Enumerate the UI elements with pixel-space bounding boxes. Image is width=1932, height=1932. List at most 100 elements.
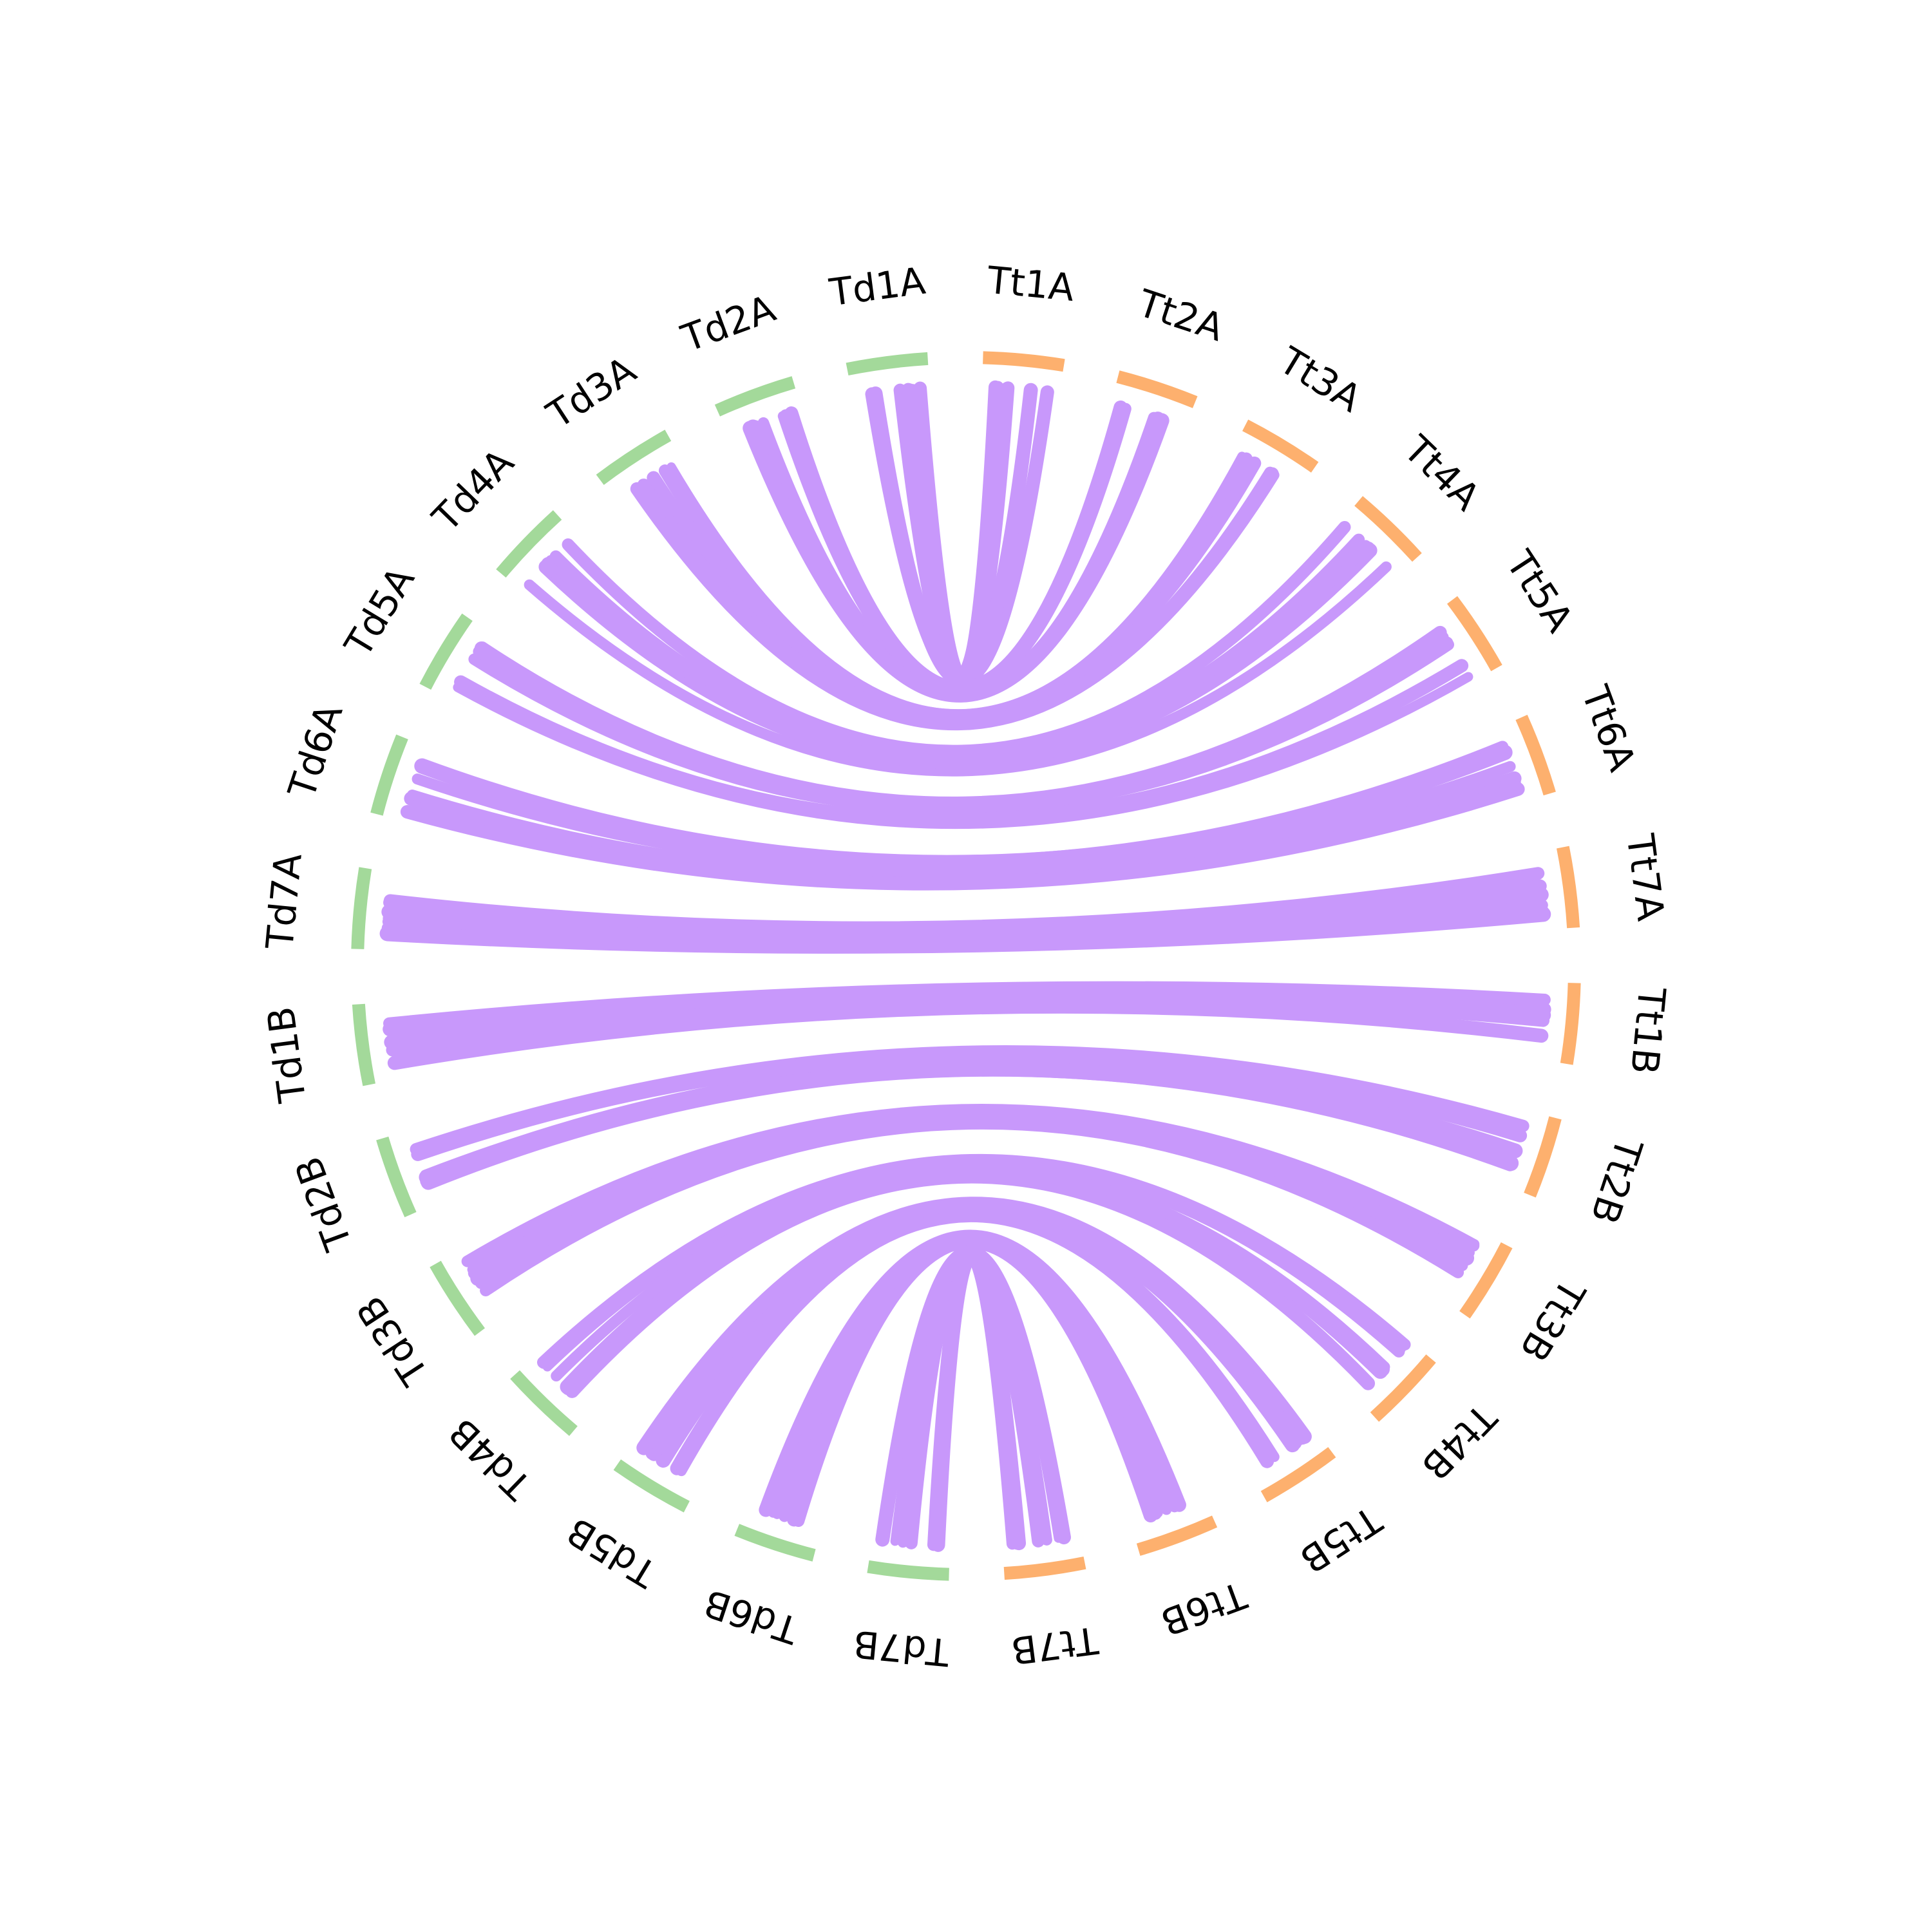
link-Td7B-Tt7B: [875, 1245, 1071, 1552]
link-strand: [907, 383, 1011, 683]
link-strand: [422, 1064, 1516, 1186]
link-strand: [630, 467, 1279, 731]
link-strand: [562, 520, 1351, 757]
link-Td3A-Tt3A: [630, 451, 1280, 731]
link-strand: [411, 1048, 1528, 1161]
segment-Tt6B: [1136, 1515, 1218, 1556]
segment-Tt7A: [1557, 846, 1580, 929]
link-strand: [565, 1170, 1376, 1398]
segment-label-Td6B: Td6B: [699, 1581, 804, 1653]
link-strand: [383, 867, 1545, 934]
segment-Tt3B: [1459, 1242, 1513, 1319]
segment-Td2A: [714, 376, 796, 417]
segment-Td5B: [613, 1459, 690, 1513]
link-strand: [387, 999, 1549, 1070]
segment-Tt5B: [1260, 1446, 1336, 1502]
link-Td4B-Tt4B: [536, 1153, 1411, 1398]
link-strand: [640, 1200, 1303, 1455]
segment-Td7B: [867, 1560, 949, 1581]
segment-label-Td7B: Td7B: [851, 1622, 952, 1674]
segment-label-Tt1B: Tt1B: [1622, 985, 1674, 1076]
link-strand: [379, 906, 1551, 954]
segment-Td4B: [510, 1370, 578, 1436]
link-Td6A-Tt6A: [400, 741, 1525, 891]
segment-label-Td2A: Td2A: [676, 286, 781, 361]
link-Td2A-Tt2A: [743, 400, 1170, 703]
segment-Tt5A: [1446, 596, 1502, 672]
segment-label-Td3B: Td3B: [348, 1289, 437, 1394]
segments-layer: [351, 351, 1581, 1581]
segment-label-Tt3B: Tt3B: [1511, 1271, 1594, 1368]
segment-label-Td4A: Td4A: [424, 440, 522, 540]
link-strand: [536, 1155, 1405, 1368]
segment-label-Tt7B: Tt7B: [1009, 1618, 1101, 1672]
link-Td5B-Tt5B: [636, 1197, 1312, 1477]
link-strand: [743, 413, 1170, 703]
segment-Td1A: [846, 352, 929, 375]
segment-label-Td4B: Td4B: [440, 1410, 540, 1508]
link-strand: [383, 887, 1547, 943]
segment-Td4A: [496, 510, 562, 578]
links-layer: [379, 380, 1551, 1552]
link-Td6B-Tt6B: [759, 1229, 1186, 1527]
link-Td7A-Tt7A: [379, 867, 1551, 954]
segment-Tt1A: [983, 351, 1065, 372]
link-strand: [667, 451, 1247, 719]
link-Td4A-Tt4A: [524, 520, 1392, 777]
segment-Td1B: [352, 1003, 375, 1086]
segment-Td6B: [734, 1524, 816, 1562]
link-Td5A-Tt5A: [453, 625, 1473, 829]
link-strand: [897, 1248, 1052, 1548]
segment-label-Td2B: Td2B: [286, 1151, 361, 1256]
link-Td1A-Tt1A: [865, 380, 1054, 687]
segment-label-Tt4B: Tt4B: [1413, 1395, 1505, 1488]
segment-Tt4B: [1370, 1354, 1436, 1422]
segment-Td7A: [351, 867, 372, 949]
link-strand: [772, 1233, 1172, 1519]
segment-label-Tt3A: Tt3A: [1271, 338, 1369, 421]
segment-Tt1B: [1560, 983, 1581, 1065]
segment-label-Tt6A: Tt6A: [1573, 679, 1644, 777]
segment-label-Td6A: Td6A: [279, 699, 352, 804]
link-strand: [474, 625, 1447, 810]
link-strand: [676, 1209, 1280, 1477]
segment-label-Tt6B: Tt6B: [1155, 1573, 1253, 1644]
segment-Tt7B: [1003, 1557, 1086, 1580]
segment-Td6A: [370, 734, 408, 816]
segment-label-Td1A: Td1A: [826, 259, 928, 315]
link-strand: [414, 744, 1513, 871]
segment-label-Td5B: Td5B: [559, 1509, 664, 1596]
segment-Tt2A: [1116, 370, 1198, 408]
link-strand: [551, 1163, 1390, 1382]
segment-Tt3A: [1242, 419, 1319, 473]
segment-label-Td1B: Td1B: [259, 1004, 315, 1105]
segment-Tt2B: [1524, 1116, 1562, 1198]
link-strand: [524, 561, 1392, 777]
segment-label-Td3A: Td3A: [539, 348, 644, 437]
segment-label-Tt1A: Tt1A: [985, 258, 1076, 310]
link-strand: [470, 1109, 1475, 1286]
segment-Tt4A: [1354, 496, 1422, 562]
link-strand: [412, 761, 1516, 875]
link-Td2B-Tt2B: [410, 1045, 1530, 1190]
link-strand: [453, 672, 1473, 829]
segment-Tt6A: [1515, 714, 1556, 796]
segment-label-Tt5A: Tt5A: [1497, 543, 1582, 640]
segment-label-Td7A: Td7A: [258, 851, 310, 952]
segment-Td3B: [430, 1260, 486, 1336]
segment-label-Tt5B: Tt5B: [1293, 1497, 1390, 1582]
link-Td1B-Tt1B: [383, 981, 1551, 1070]
segment-Td3A: [596, 430, 672, 486]
segment-label-Tt4A: Tt4A: [1395, 427, 1488, 519]
link-strand: [784, 400, 1128, 696]
segment-label-Tt2B: Tt2B: [1582, 1132, 1651, 1229]
segment-label-Td5A: Td5A: [336, 559, 423, 665]
segment-label-Tt2A: Tt2A: [1132, 281, 1229, 350]
link-strand: [875, 1245, 1071, 1547]
segment-Td2B: [376, 1136, 417, 1218]
link-strand: [461, 1104, 1480, 1267]
link-strand: [384, 987, 1549, 1035]
link-strand: [401, 782, 1524, 890]
